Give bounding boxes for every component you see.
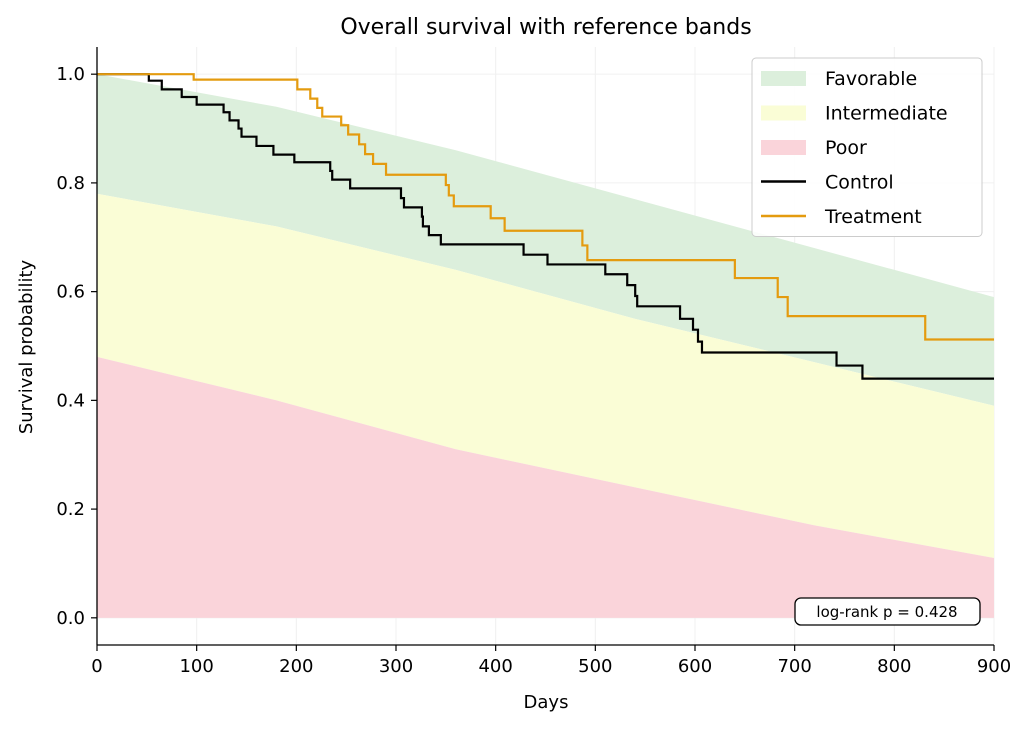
- band-favorable: [97, 74, 994, 406]
- legend-swatch-poor: [761, 140, 806, 155]
- band-intermediate: [97, 193, 994, 559]
- x-tick-label: 600: [678, 656, 712, 677]
- curve-treatment: [97, 73, 994, 341]
- y-tick-label: 0.2: [56, 499, 85, 520]
- y-tick-label: 1.0: [56, 64, 85, 85]
- pvalue-annotation: log-rank p = 0.428: [794, 597, 981, 626]
- x-tick-label: 800: [877, 656, 911, 677]
- x-ticks: 0 100 200 300 400 500 600 700 800 900: [91, 645, 1011, 677]
- legend-box: [751, 57, 983, 237]
- legend-label-favorable: Favorable: [825, 68, 917, 90]
- y-ticks: 0.0 0.2 0.4 0.6 0.8 1.0: [56, 64, 97, 629]
- band-poor: [97, 356, 994, 618]
- y-tick-label: 0.6: [56, 282, 85, 303]
- legend-label-intermediate: Intermediate: [825, 103, 948, 125]
- axes: [96, 47, 994, 646]
- chart-title: Overall survival with reference bands: [340, 15, 751, 40]
- reference-bands: [97, 74, 994, 618]
- y-axis-label: Survival probability: [16, 259, 37, 434]
- x-tick-label: 500: [578, 656, 612, 677]
- legend-label-treatment: Treatment: [824, 206, 922, 228]
- x-tick-label: 300: [379, 656, 413, 677]
- pvalue-annotation-box: [794, 597, 981, 626]
- x-tick-label: 0: [91, 656, 102, 677]
- legend: Favorable Intermediate Poor Control Treatmen…: [751, 57, 983, 237]
- pvalue-annotation-text: log-rank p = 0.428: [816, 603, 957, 621]
- survival-curves: [97, 73, 994, 380]
- legend-label-poor: Poor: [825, 137, 867, 159]
- x-tick-label: 900: [977, 656, 1011, 677]
- legend-swatch-intermediate: [761, 105, 806, 121]
- x-tick-label: 200: [279, 656, 313, 677]
- x-tick-label: 100: [179, 656, 213, 677]
- y-tick-label: 0.0: [56, 608, 85, 629]
- legend-swatch-favorable: [761, 71, 806, 86]
- y-tick-label: 0.4: [56, 390, 85, 411]
- x-tick-label: 400: [478, 656, 512, 677]
- x-axis-label: Days: [524, 692, 569, 713]
- x-tick-label: 700: [777, 656, 811, 677]
- y-tick-label: 0.8: [56, 173, 85, 194]
- legend-label-control: Control: [825, 172, 894, 194]
- curve-control: [97, 73, 994, 380]
